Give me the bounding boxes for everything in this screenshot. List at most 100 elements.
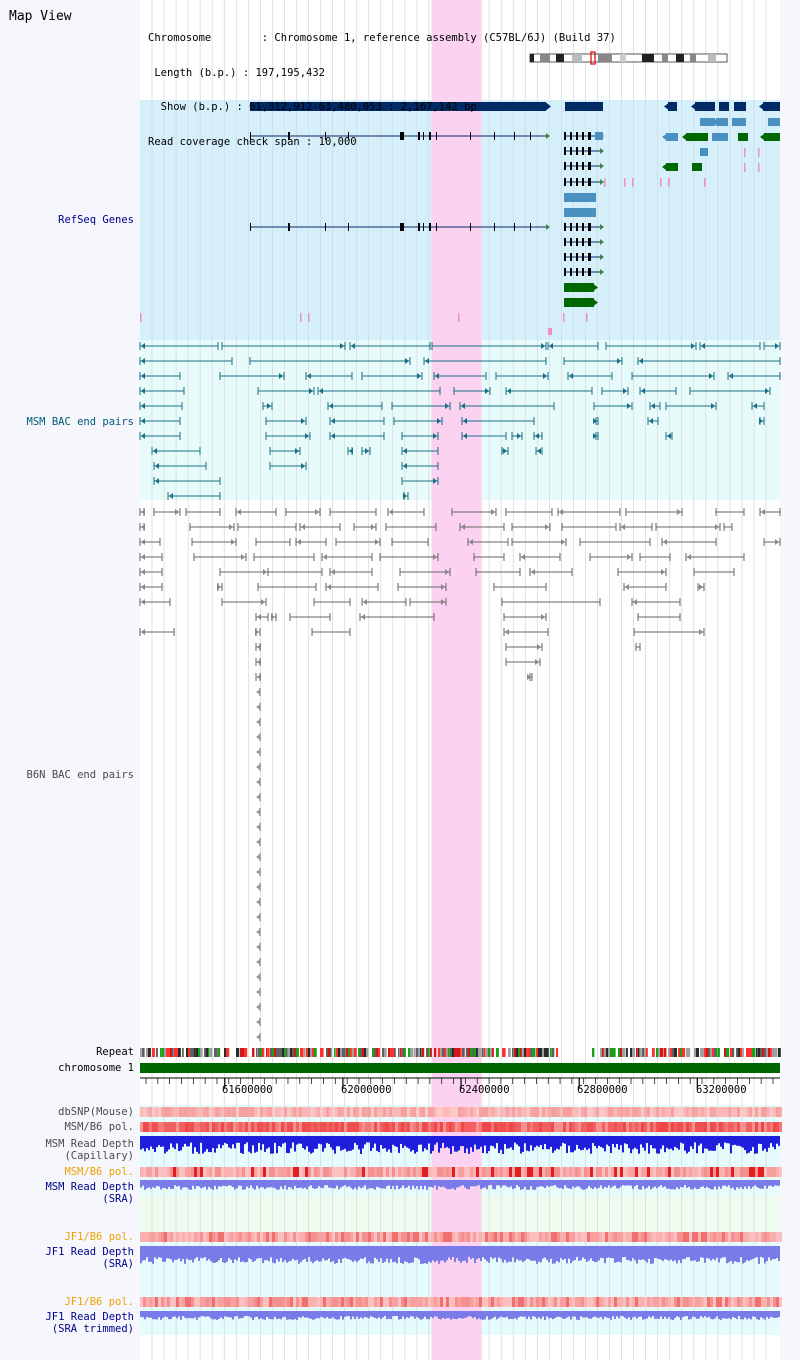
repeat-element xyxy=(336,1048,339,1057)
msm-b6-pol-2-heat-cell xyxy=(707,1167,710,1177)
msm-depth-sra-bar xyxy=(324,1180,326,1186)
track-label-msm-b6-pol-2[interactable]: MSM/B6 pol. xyxy=(64,1166,134,1178)
jf1-depth-sra-bar xyxy=(586,1246,588,1262)
jf1-b6-pol-2-heat-cell xyxy=(179,1297,182,1307)
msm-b6-pol-2-heat-cell xyxy=(578,1167,581,1177)
repeat-element xyxy=(668,1048,671,1057)
jf1-depth-trimmed-bar xyxy=(516,1311,518,1320)
msm-depth-sra-bar xyxy=(282,1180,284,1190)
repeat-element xyxy=(518,1048,521,1057)
jf1-depth-trimmed-bar xyxy=(492,1311,494,1319)
track-label-jf1-depth-sra[interactable]: JF1 Read Depth xyxy=(45,1246,134,1258)
axis-tick-label: 63200000 xyxy=(696,1084,747,1096)
msm-depth-capillary-bar xyxy=(282,1136,284,1144)
dbsnp-heat-cell xyxy=(698,1107,701,1117)
msm-depth-capillary-bar xyxy=(280,1136,282,1147)
jf1-depth-sra-bar xyxy=(718,1246,720,1263)
msm-depth-sra-bar xyxy=(770,1180,772,1186)
repeat-element xyxy=(714,1048,718,1057)
track-label-jf1-b6-pol-2[interactable]: JF1/B6 pol. xyxy=(64,1296,134,1308)
dbsnp-heat-cell xyxy=(287,1107,290,1117)
track-label-chromosome[interactable]: chromosome 1 xyxy=(58,1062,134,1074)
jf1-depth-sra-bar xyxy=(416,1246,418,1258)
msm-b6-pol-heat-cell xyxy=(653,1122,656,1132)
msm-depth-capillary-bar xyxy=(566,1136,568,1153)
jf1-depth-sra-bar xyxy=(158,1246,160,1258)
track-label-refseq[interactable]: RefSeq Genes xyxy=(58,214,134,226)
jf1-b6-pol-2-heat-cell xyxy=(716,1297,719,1307)
jf1-depth-sra-bar xyxy=(480,1246,482,1262)
msm-b6-pol-2-heat-cell xyxy=(176,1167,179,1177)
track-label-b6n-bac[interactable]: B6N BAC end pairs xyxy=(26,769,134,781)
msm-depth-capillary-bar xyxy=(620,1136,622,1146)
track-label-dbsnp[interactable]: dbSNP(Mouse) xyxy=(58,1106,134,1118)
jf1-b6-pol-2-heat-cell xyxy=(494,1297,497,1307)
msm-b6-pol-heat-cell xyxy=(377,1122,380,1132)
msm-depth-sra-bar xyxy=(502,1180,504,1186)
msm-b6-pol-2-heat-cell xyxy=(680,1167,683,1177)
dbsnp-heat-cell xyxy=(545,1107,548,1117)
jf1-depth-sra-bar xyxy=(328,1246,330,1259)
jf1-depth-sra-bar xyxy=(528,1246,530,1260)
track-label-msm-bac[interactable]: MSM BAC end pairs xyxy=(26,416,134,428)
jf1-b6-pol-heat-cell xyxy=(296,1232,299,1242)
jf1-b6-pol-2-heat-cell xyxy=(584,1297,587,1307)
jf1-b6-pol-2-heat-cell xyxy=(443,1297,446,1307)
jf1-depth-sra-bar xyxy=(196,1246,198,1258)
msm-depth-sra-bar xyxy=(340,1180,342,1188)
dbsnp-heat-cell xyxy=(395,1107,398,1117)
jf1-depth-trimmed-bar xyxy=(240,1311,242,1319)
jf1-depth-sra-bar xyxy=(284,1246,286,1261)
repeat-element xyxy=(312,1048,315,1057)
b6n-bac-end-arrow xyxy=(175,509,179,515)
track-label-repeat[interactable]: Repeat xyxy=(96,1046,134,1058)
msm-b6-pol-heat-cell xyxy=(518,1122,521,1132)
jf1-b6-pol-heat-cell xyxy=(206,1232,209,1242)
track-label-msm-b6-pol[interactable]: MSM/B6 pol. xyxy=(64,1121,134,1133)
dbsnp-heat-cell xyxy=(371,1107,374,1117)
jf1-b6-pol-2-heat-cell xyxy=(425,1297,428,1307)
exon-block xyxy=(576,132,578,140)
track-label-jf1-b6-pol[interactable]: JF1/B6 pol. xyxy=(64,1231,134,1243)
b6n-bac-end-arrow xyxy=(327,584,331,590)
jf1-depth-sra-bar xyxy=(654,1246,656,1258)
jf1-b6-pol-heat-cell xyxy=(170,1232,173,1242)
msm-depth-sra-bar xyxy=(628,1180,630,1186)
msm-depth-sra-bar xyxy=(598,1180,600,1188)
dbsnp-heat-cell xyxy=(269,1107,272,1117)
dbsnp-heat-cell xyxy=(350,1107,353,1117)
msm-depth-sra-bar xyxy=(626,1180,628,1186)
jf1-b6-pol-2-heat-cell xyxy=(680,1297,683,1307)
msm-depth-capillary-bar xyxy=(470,1136,472,1148)
b6n-bac-end-arrow xyxy=(256,959,260,965)
jf1-depth-trimmed-bar xyxy=(428,1311,430,1320)
jf1-depth-sra-bar xyxy=(722,1246,724,1258)
msm-depth-capillary-bar xyxy=(612,1136,614,1144)
msm-depth-capillary-bar xyxy=(212,1136,214,1149)
jf1-depth-trimmed-bar xyxy=(148,1311,150,1318)
msm-depth-capillary-bar xyxy=(526,1136,528,1151)
msm-depth-sra-bar xyxy=(466,1180,468,1189)
jf1-depth-trimmed-bar xyxy=(554,1311,556,1319)
dbsnp-heat-cell xyxy=(482,1107,485,1117)
b6n-bac-end-arrow xyxy=(256,1019,260,1025)
exon-block xyxy=(582,238,584,246)
dbsnp-heat-cell xyxy=(716,1107,719,1117)
track-label-msm-depth-capillary[interactable]: MSM Read Depth xyxy=(45,1138,134,1150)
msm-b6-pol-heat-cell xyxy=(779,1122,782,1132)
jf1-depth-sra-bar xyxy=(420,1246,422,1264)
jf1-depth-sra-bar xyxy=(702,1246,704,1258)
msm-b6-pol-heat-cell xyxy=(737,1122,740,1132)
repeat-element xyxy=(338,1048,341,1057)
track-label-msm-depth-sra[interactable]: MSM Read Depth xyxy=(45,1181,134,1193)
repeat-element xyxy=(516,1048,520,1057)
track-label-jf1-depth-trimmed[interactable]: JF1 Read Depth xyxy=(45,1311,134,1323)
jf1-depth-trimmed-bar xyxy=(226,1311,228,1317)
msm-depth-capillary-bar xyxy=(334,1136,336,1154)
dbsnp-heat-cell xyxy=(143,1107,146,1117)
dbsnp-heat-cell xyxy=(404,1107,407,1117)
repeat-element xyxy=(632,1048,635,1057)
exon-block xyxy=(588,132,591,140)
